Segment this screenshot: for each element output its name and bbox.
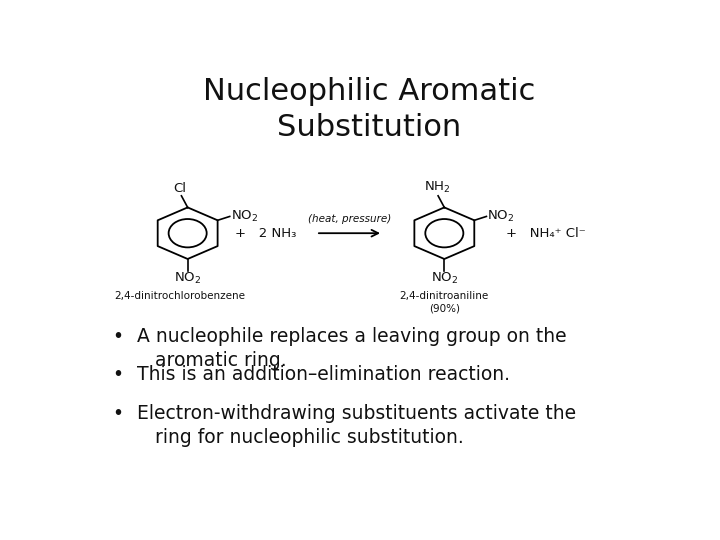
Text: +   NH₄⁺ Cl⁻: + NH₄⁺ Cl⁻ (505, 227, 585, 240)
Text: NO$_2$: NO$_2$ (431, 272, 458, 286)
Text: A nucleophile replaces a leaving group on the
   aromatic ring.: A nucleophile replaces a leaving group o… (138, 327, 567, 370)
Text: 2,4-dinitrochlorobenzene: 2,4-dinitrochlorobenzene (114, 292, 245, 301)
Text: Nucleophilic Aromatic
Substitution: Nucleophilic Aromatic Substitution (203, 77, 535, 142)
Text: Cl: Cl (174, 182, 186, 195)
Text: NO$_2$: NO$_2$ (487, 209, 515, 224)
Text: NO$_2$: NO$_2$ (230, 209, 258, 224)
Text: 2,4-dinitroaniline: 2,4-dinitroaniline (400, 292, 489, 301)
Text: •: • (112, 327, 123, 346)
Text: (90%): (90%) (429, 304, 460, 314)
Text: NO$_2$: NO$_2$ (174, 272, 202, 286)
Text: +   2 NH₃: + 2 NH₃ (235, 227, 297, 240)
Text: •: • (112, 404, 123, 423)
Text: Electron-withdrawing substituents activate the
   ring for nucleophilic substitu: Electron-withdrawing substituents activa… (138, 404, 577, 447)
Text: This is an addition–elimination reaction.: This is an addition–elimination reaction… (138, 366, 510, 384)
Text: (heat, pressure): (heat, pressure) (308, 214, 391, 224)
Text: •: • (112, 366, 123, 384)
Text: NH$_2$: NH$_2$ (423, 180, 450, 195)
